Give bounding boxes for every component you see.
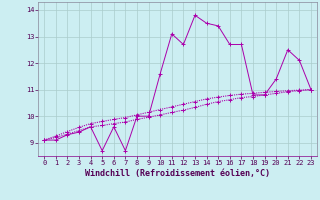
X-axis label: Windchill (Refroidissement éolien,°C): Windchill (Refroidissement éolien,°C) (85, 169, 270, 178)
